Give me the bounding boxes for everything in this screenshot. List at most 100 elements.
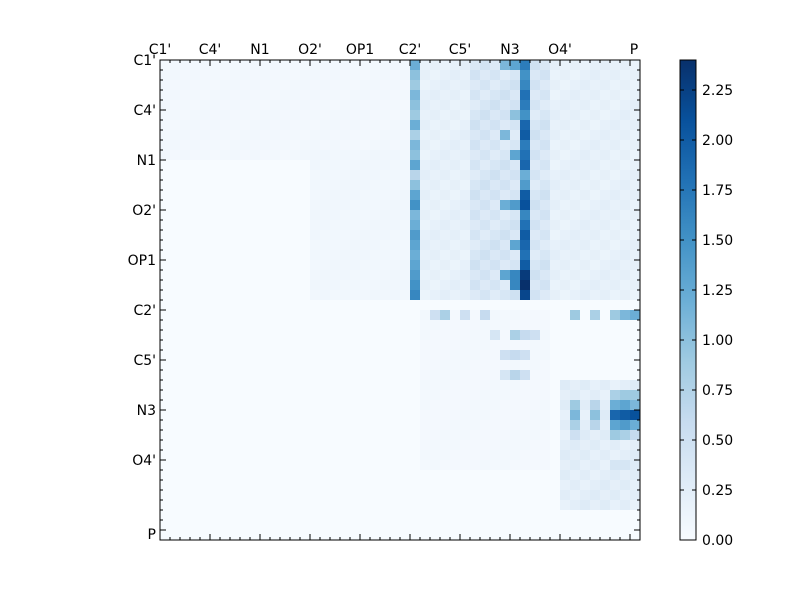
heatmap-cell <box>290 500 301 511</box>
heatmap-cell <box>500 450 511 461</box>
heatmap-cell <box>190 160 201 171</box>
heatmap-cell <box>160 290 171 301</box>
heatmap-cell <box>430 390 441 401</box>
heatmap-cell <box>620 460 631 471</box>
heatmap-cell <box>420 170 431 181</box>
heatmap-cell <box>180 200 191 211</box>
heatmap-cell <box>190 420 201 431</box>
heatmap-cell <box>540 330 551 341</box>
heatmap-cell <box>330 160 341 171</box>
heatmap-cell <box>340 400 351 411</box>
heatmap-cell <box>350 490 361 501</box>
heatmap-cell <box>530 150 541 161</box>
heatmap-cell <box>290 330 301 341</box>
heatmap-cell <box>220 130 231 141</box>
heatmap-cell <box>570 210 581 221</box>
heatmap-cell <box>200 240 211 251</box>
heatmap-cell <box>450 490 461 501</box>
heatmap-cell <box>460 80 471 91</box>
heatmap-cell <box>280 500 291 511</box>
heatmap-cell <box>580 230 591 241</box>
heatmap-cell <box>450 520 461 531</box>
y-tick-label: O2' <box>132 203 156 219</box>
heatmap-cell <box>290 100 301 111</box>
heatmap-cell <box>630 370 641 381</box>
heatmap-cell <box>270 460 281 471</box>
heatmap-cell <box>280 340 291 351</box>
heatmap-cell <box>600 170 611 181</box>
heatmap-cell <box>250 380 261 391</box>
heatmap-cell <box>540 90 551 101</box>
heatmap-cell <box>480 350 491 361</box>
heatmap-cell <box>230 360 241 371</box>
heatmap-cell <box>480 140 491 151</box>
heatmap-cell <box>260 220 271 231</box>
heatmap-cell <box>240 390 251 401</box>
heatmap-cell <box>270 430 281 441</box>
heatmap-cell <box>290 260 301 271</box>
heatmap-cell <box>420 140 431 151</box>
heatmap-cell <box>310 480 321 491</box>
heatmap-cell <box>410 380 421 391</box>
heatmap-cell <box>520 280 531 291</box>
heatmap-cell <box>540 160 551 171</box>
heatmap-cell <box>620 480 631 491</box>
heatmap-cell <box>300 300 311 311</box>
heatmap-cell <box>600 240 611 251</box>
colorbar-tick-label: 1.25 <box>702 283 733 299</box>
heatmap-cell <box>210 400 221 411</box>
heatmap-cell <box>580 220 591 231</box>
heatmap-cell <box>490 290 501 301</box>
heatmap-cell <box>490 260 501 271</box>
heatmap-cell <box>480 400 491 411</box>
heatmap-cell <box>200 440 211 451</box>
heatmap-cell <box>340 110 351 121</box>
heatmap-cell <box>560 280 571 291</box>
heatmap-cell <box>210 170 221 181</box>
heatmap-cell <box>610 210 621 221</box>
heatmap-cell <box>590 330 601 341</box>
heatmap-cell <box>520 210 531 221</box>
heatmap-cell <box>590 350 601 361</box>
heatmap-cell <box>490 70 501 81</box>
heatmap-cell <box>400 230 411 241</box>
heatmap-cell <box>370 380 381 391</box>
heatmap-cell <box>340 150 351 161</box>
heatmap-cell <box>200 390 211 401</box>
heatmap-cell <box>610 270 621 281</box>
heatmap-cell <box>340 510 351 521</box>
heatmap-cell <box>310 270 321 281</box>
heatmap-cell <box>460 260 471 271</box>
heatmap-cell <box>170 80 181 91</box>
heatmap-cell <box>190 210 201 221</box>
heatmap-cell <box>280 440 291 451</box>
heatmap-cell <box>370 420 381 431</box>
heatmap-cell <box>440 370 451 381</box>
heatmap-cell <box>460 150 471 161</box>
heatmap-cell <box>260 410 271 421</box>
heatmap-cell <box>500 160 511 171</box>
heatmap-cell <box>450 170 461 181</box>
heatmap-cell <box>390 120 401 131</box>
heatmap-cell <box>520 150 531 161</box>
heatmap-cell <box>410 490 421 501</box>
heatmap-cell <box>450 440 461 451</box>
heatmap-cell <box>570 350 581 361</box>
heatmap-cell <box>570 420 581 431</box>
heatmap-cell <box>200 140 211 151</box>
heatmap-cell <box>480 110 491 121</box>
heatmap-cell <box>490 430 501 441</box>
heatmap-cell <box>180 510 191 521</box>
heatmap-cell <box>490 440 501 451</box>
heatmap-cell <box>540 320 551 331</box>
heatmap-cell <box>450 480 461 491</box>
heatmap-cell <box>350 410 361 421</box>
heatmap-cell <box>470 410 481 421</box>
heatmap-cell <box>380 90 391 101</box>
heatmap-cell <box>610 80 621 91</box>
heatmap-cell <box>560 290 571 301</box>
heatmap-cell <box>220 70 231 81</box>
heatmap-cell <box>490 130 501 141</box>
heatmap-cell <box>320 260 331 271</box>
heatmap-cell <box>570 70 581 81</box>
